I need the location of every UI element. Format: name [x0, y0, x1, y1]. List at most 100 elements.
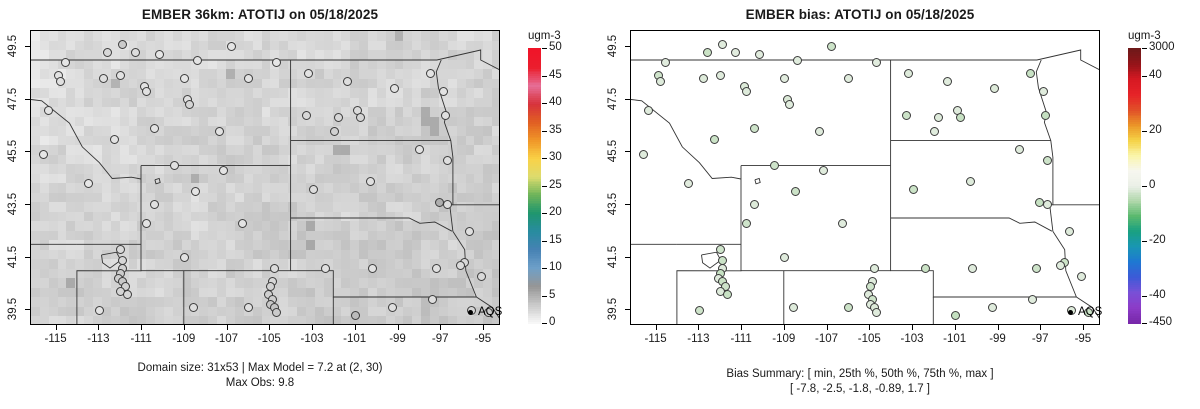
raster-cell	[492, 211, 499, 222]
raster-cell	[217, 59, 227, 70]
raster-cell	[226, 59, 236, 70]
colorbar-segment	[528, 176, 541, 179]
raster-cell	[226, 183, 236, 194]
raster-cell	[199, 154, 209, 165]
raster-cell	[208, 69, 218, 80]
raster-cell	[110, 211, 121, 222]
raster-cell	[119, 221, 130, 232]
raster-cell	[394, 183, 405, 194]
colorbar-segment	[528, 302, 541, 306]
raster-cell	[341, 154, 351, 165]
raster-cell	[412, 126, 422, 137]
monitor-marker	[329, 126, 339, 136]
colorbar-segment	[528, 306, 541, 309]
raster-cell	[456, 116, 467, 127]
raster-cell	[261, 240, 272, 251]
y-axis-tick	[625, 45, 630, 47]
raster-cell	[84, 240, 94, 251]
raster-cell	[492, 173, 499, 184]
raster-cell	[456, 88, 467, 99]
raster-cell	[164, 135, 174, 146]
raster-cell	[146, 69, 156, 80]
raster-cell	[359, 221, 369, 232]
raster-cell	[181, 107, 192, 118]
raster-cell	[146, 278, 156, 289]
raster-cell	[323, 126, 334, 137]
raster-cell	[119, 316, 130, 324]
monitor-marker	[483, 308, 493, 318]
x-axis-tick-label: -103	[900, 333, 924, 345]
x-axis-tick	[269, 325, 271, 330]
raster-cell	[359, 59, 369, 70]
raster-cell	[438, 145, 449, 156]
raster-cell	[243, 287, 254, 299]
raster-cell	[297, 221, 307, 232]
colorbar-segment	[1128, 137, 1141, 141]
raster-cell	[119, 211, 130, 222]
monitor-marker	[368, 263, 378, 273]
monitor-marker	[272, 308, 282, 318]
raster-cell	[403, 268, 413, 279]
raster-cell	[217, 221, 227, 232]
y-axis-tick-label: 39.5	[607, 297, 620, 321]
colorbar-segment	[528, 121, 541, 124]
raster-cell	[270, 192, 280, 203]
raster-cell	[430, 202, 440, 213]
colorbar-tick	[542, 295, 547, 297]
raster-cell	[367, 164, 378, 175]
raster-cell	[261, 107, 272, 118]
raster-cell	[146, 107, 156, 118]
raster-cell	[297, 316, 307, 324]
colorbar-segment	[1128, 86, 1141, 89]
raster-cell	[39, 259, 50, 270]
state-border-path	[1076, 296, 1099, 319]
raster-cell	[93, 164, 103, 175]
raster-cell	[483, 183, 493, 194]
raster-cell	[261, 306, 272, 318]
monitor-marker	[902, 110, 912, 120]
colorbar-segment	[1128, 207, 1141, 210]
raster-cell	[119, 154, 130, 165]
raster-cell	[119, 202, 130, 213]
raster-cell	[84, 50, 94, 61]
raster-cell	[323, 97, 334, 108]
raster-cell	[243, 59, 254, 70]
raster-cell	[350, 50, 360, 61]
raster-cell	[190, 297, 201, 308]
raster-cell	[403, 240, 413, 251]
colorbar-segment	[528, 68, 541, 71]
raster-cell	[146, 116, 156, 127]
x-axis-tick-label: -113	[87, 333, 110, 345]
raster-cell	[474, 240, 484, 251]
raster-cell	[323, 287, 334, 299]
colorbar-segment	[528, 240, 541, 243]
raster-cell	[403, 164, 413, 175]
raster-cell	[332, 78, 342, 89]
raster-cell	[376, 287, 387, 299]
raster-cell	[305, 50, 316, 61]
raster-cell	[305, 31, 316, 42]
raster-cell	[385, 221, 396, 232]
raster-cell	[226, 50, 236, 61]
raster-cell	[93, 211, 103, 222]
raster-cell	[172, 116, 183, 127]
raster-cell	[172, 240, 183, 251]
colorbar-segment	[528, 99, 541, 102]
raster-cell	[376, 40, 387, 51]
raster-cell	[155, 268, 165, 279]
raster-cell	[279, 183, 289, 194]
raster-cell	[48, 126, 59, 137]
monitor-marker	[814, 126, 824, 136]
raster-cell	[279, 40, 289, 51]
raster-cell	[101, 88, 112, 99]
raster-cell	[164, 230, 174, 241]
colorbar-segment	[1128, 279, 1141, 282]
raster-cell	[367, 97, 378, 108]
raster-cell	[297, 31, 307, 42]
raster-cell	[217, 78, 227, 89]
raster-cell	[350, 202, 360, 213]
page-title-left: EMBER 36km: ATOTIJ on 05/18/2025	[141, 7, 379, 22]
colorbar-segment	[528, 53, 541, 56]
raster-cell	[234, 202, 245, 213]
colorbar-segment	[528, 88, 541, 91]
